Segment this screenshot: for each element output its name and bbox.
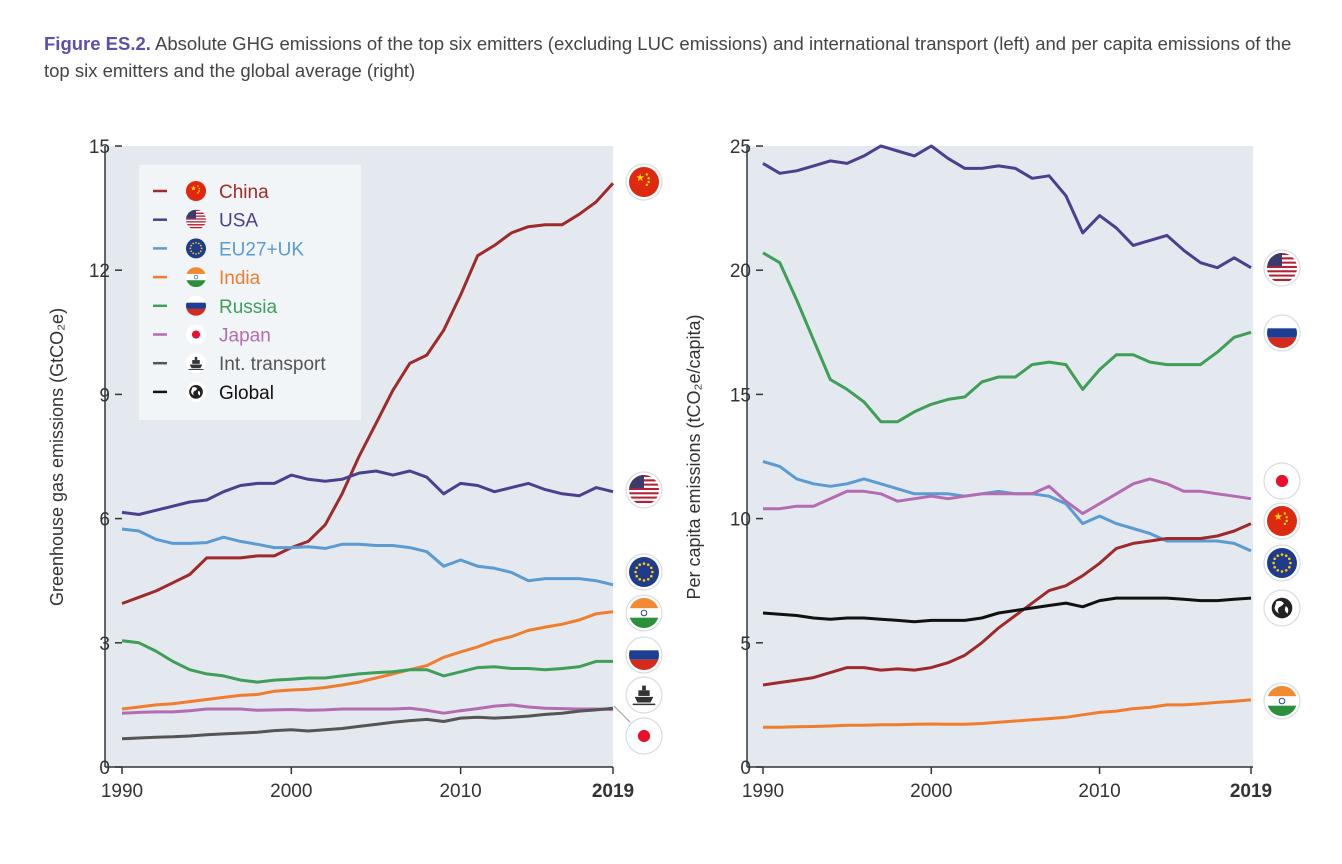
left-y-axis-label: Greenhouse gas emissions (GtCO₂e) <box>47 308 67 606</box>
left-series-line-int-transport <box>121 706 614 741</box>
legend-label-china: China <box>219 182 269 203</box>
right-series-line-russia <box>762 251 1252 424</box>
svg-text:★: ★ <box>636 172 645 184</box>
legend-label-usa: USA <box>219 211 258 232</box>
right-y-tick-label: 10 <box>730 510 751 531</box>
end-japan-flag-icon <box>1263 462 1301 500</box>
right-x-tick-label: 1990 <box>742 781 784 802</box>
end-globe-icon <box>1263 589 1301 627</box>
right-y-axis-label: Per capita emissions (tCO₂e/capita) <box>684 314 704 599</box>
left-x-tick-label: 1990 <box>101 781 143 802</box>
china-flag-icon: ★ <box>186 181 206 201</box>
legend-label-japan: Japan <box>219 326 271 347</box>
left-y-tick-label: 0 <box>99 758 110 779</box>
left-series-line-eu27-uk <box>121 527 614 587</box>
legend: ★ China USA EU27+UK India Russia Japan Int. tra… <box>139 165 361 420</box>
figure-label: Figure ES.2. <box>44 33 151 54</box>
right-y-tick-label: 25 <box>730 137 751 158</box>
end-japan-flag-icon <box>625 717 663 755</box>
left-x-tick-label: 2000 <box>270 781 312 802</box>
usa-flag-icon <box>186 209 206 230</box>
end-india-flag-icon <box>1263 682 1301 720</box>
right-y-tick-label: 0 <box>740 758 751 779</box>
end-russia-flag-icon <box>625 636 663 674</box>
india-flag-icon <box>186 267 206 288</box>
right-y-tick-label: 20 <box>730 261 751 282</box>
legend-label-india: India <box>219 268 261 289</box>
right-chart: 0 5 10 15 20 25 1990 2000 2010 2019 Per capita e… <box>684 137 1272 802</box>
left-y-tick-label: 12 <box>89 261 110 282</box>
end-india-flag-icon <box>625 594 663 632</box>
left-series-line-russia <box>121 639 613 684</box>
eu-flag-icon <box>186 238 206 259</box>
left-series-line-japan <box>121 703 614 715</box>
ship-icon <box>186 353 206 374</box>
russia-flag-icon <box>186 295 206 316</box>
left-series-line-india <box>121 610 614 711</box>
legend-label-global: Global <box>219 383 274 404</box>
left-y-tick-label: 15 <box>89 137 110 158</box>
right-x-tick-label: 2010 <box>1078 781 1120 802</box>
japan-flag-icon <box>186 324 206 345</box>
end-usa-flag-icon <box>1263 249 1301 287</box>
left-series-line-usa <box>121 469 614 516</box>
right-x-tick-label: 2019 <box>1230 781 1272 802</box>
right-series-line-global <box>762 596 1252 624</box>
end-ship-icon <box>625 676 663 714</box>
end-russia-flag-icon <box>1263 314 1301 352</box>
legend-label-int-transport: Int. transport <box>219 354 326 375</box>
left-x-tick-label: 2010 <box>439 781 481 802</box>
end-china-flag-icon: ★ <box>625 163 663 201</box>
japan-connector-line <box>613 705 631 723</box>
globe-icon <box>186 381 206 402</box>
right-series-line-china <box>762 522 1252 687</box>
legend-box <box>139 165 361 420</box>
end-eu-flag-icon <box>625 553 663 591</box>
legend-label-russia: Russia <box>219 297 278 318</box>
right-x-tick-label: 2000 <box>910 781 952 802</box>
end-usa-flag-icon <box>625 471 663 509</box>
figure-caption-text: Absolute GHG emissions of the top six em… <box>44 33 1292 81</box>
end-eu-flag-icon <box>1263 544 1301 582</box>
left-series-line-china <box>121 182 615 605</box>
right-plot-background <box>747 146 1253 767</box>
right-y-tick-label: 15 <box>730 385 751 406</box>
right-series-line-japan <box>763 477 1252 516</box>
svg-text:★: ★ <box>1274 511 1283 523</box>
end-china-flag-icon: ★ <box>1263 502 1301 540</box>
left-x-tick-label: 2019 <box>592 781 634 802</box>
figure-caption: Figure ES.2. Absolute GHG emissions of t… <box>44 30 1314 84</box>
svg-text:★: ★ <box>190 184 196 192</box>
right-series-line-usa <box>762 144 1252 270</box>
right-y-tick-label: 5 <box>740 634 751 655</box>
right-series-line-india <box>763 698 1252 729</box>
legend-label-eu27-uk: EU27+UK <box>219 239 304 260</box>
